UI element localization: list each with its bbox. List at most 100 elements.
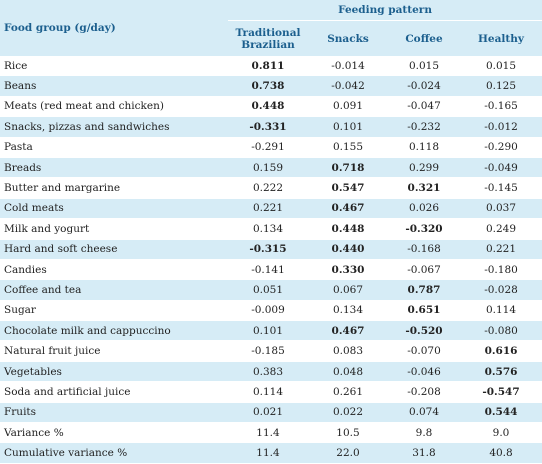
table-row: Pasta -0.291 0.155 0.118 -0.290 xyxy=(0,137,542,158)
row-label: Coffee and tea xyxy=(0,279,228,301)
table-row: Fruits 0.021 0.022 0.074 0.544 xyxy=(0,402,542,424)
row-label: Candies xyxy=(0,259,228,281)
row-label: Breads xyxy=(0,157,228,179)
row-label: Cold meats xyxy=(0,198,228,220)
table-row: Soda and artificial juice 0.114 0.261 -0.20… xyxy=(0,381,542,403)
table-row: Candies -0.141 0.330 -0.067 -0.180 xyxy=(0,259,542,281)
loading-cell: 0.021 xyxy=(228,402,308,424)
table-row: Vegetables 0.383 0.048 -0.046 0.576 xyxy=(0,361,542,383)
table-row: Chocolate milk and cappuccino 0.101 0.467-… xyxy=(0,320,542,342)
loading-cell: -0.180 xyxy=(460,259,542,281)
loading-cell: 0.718 xyxy=(308,157,388,179)
column-header-traditional-brazilian: Traditional Brazilian xyxy=(228,20,308,56)
loading-cell: 0.448 xyxy=(228,96,308,118)
loading-cell: 0.125 xyxy=(460,75,542,97)
row-label: Beans xyxy=(0,75,228,97)
loading-cell: -0.046 xyxy=(388,361,460,383)
loading-cell: -0.067 xyxy=(388,259,460,281)
row-label: Variance % xyxy=(0,422,228,444)
loading-cell: 0.067 xyxy=(308,279,388,301)
loading-cell: 0.114 xyxy=(228,381,308,403)
table-row: Meats (red meat and chicken) 0.448 0.091 -0… xyxy=(0,96,542,118)
header-row-columns: Traditional Brazilian Snacks Coffee Heal… xyxy=(0,20,542,56)
table-row: Breads 0.159 0.718 0.299 -0.049 xyxy=(0,157,542,179)
food-group-header: Food group (g/day) xyxy=(0,0,228,56)
loading-cell: 11.4 xyxy=(228,442,308,464)
loading-cell: 0.222 xyxy=(228,177,308,199)
loading-cell: 0.155 xyxy=(308,137,388,158)
loading-cell: 0.467 xyxy=(308,320,388,342)
loading-cell: -0.047 xyxy=(388,96,460,118)
row-label: Vegetables xyxy=(0,361,228,383)
loading-cell: 0.134 xyxy=(228,218,308,240)
feeding-pattern-header: Feeding pattern xyxy=(228,0,542,21)
loading-cell: 0.114 xyxy=(460,300,542,322)
column-header-line: Brazilian xyxy=(241,38,295,51)
loading-cell: 0.249 xyxy=(460,218,542,240)
loading-cell: 0.330 xyxy=(308,259,388,281)
loading-cell: 0.015 xyxy=(388,56,460,77)
column-header-snacks: Snacks xyxy=(308,20,388,56)
column-header-coffee: Coffee xyxy=(388,20,460,56)
loading-cell: 0.022 xyxy=(308,402,388,424)
loading-cell: 0.083 xyxy=(308,340,388,362)
loading-cell: -0.520 xyxy=(388,320,460,342)
loading-cell: 0.261 xyxy=(308,381,388,403)
loading-cell: 0.383 xyxy=(228,361,308,383)
loading-cell: 9.8 xyxy=(388,422,460,444)
row-label: Meats (red meat and chicken) xyxy=(0,96,228,118)
loading-cell: -0.024 xyxy=(388,75,460,97)
loading-cell: -0.028 xyxy=(460,279,542,301)
table-row: Milk and yogurt 0.134 0.448 -0.320 0.249 xyxy=(0,218,542,240)
loading-cell: 31.8 xyxy=(388,442,460,464)
loading-cell: -0.014 xyxy=(308,56,388,77)
row-label: Cumulative variance % xyxy=(0,442,228,464)
table-row: Sugar -0.009 0.134 0.651 0.114 xyxy=(0,300,542,322)
loading-cell: -0.012 xyxy=(460,116,542,138)
loading-cell: -0.080 xyxy=(460,320,542,342)
loading-cell: -0.232 xyxy=(388,116,460,138)
row-label: Hard and soft cheese xyxy=(0,239,228,260)
table-row: Snacks, pizzas and sandwiches -0.331 0.101… xyxy=(0,116,542,138)
loading-cell: 0.101 xyxy=(308,116,388,138)
loading-cell: 0.467 xyxy=(308,198,388,220)
loading-cell: 0.787 xyxy=(388,279,460,301)
loading-cell: 0.811 xyxy=(228,56,308,77)
loading-cell: -0.208 xyxy=(388,381,460,403)
loading-cell: 0.091 xyxy=(308,96,388,118)
table-row: Coffee and tea 0.051 0.067 0.787 -0.028 xyxy=(0,279,542,301)
loading-cell: 0.026 xyxy=(388,198,460,220)
row-label: Butter and margarine xyxy=(0,177,228,199)
loading-cell: -0.331 xyxy=(228,116,308,138)
loading-cell: -0.145 xyxy=(460,177,542,199)
loading-cell: 0.074 xyxy=(388,402,460,424)
loading-cell: -0.320 xyxy=(388,218,460,240)
loading-cell: 0.051 xyxy=(228,279,308,301)
loading-cell: -0.547 xyxy=(460,381,542,403)
loading-cell: -0.009 xyxy=(228,300,308,322)
loading-cell: 0.037 xyxy=(460,198,542,220)
table-row: Cumulative variance % 11.4 22.0 31.8 40.8 xyxy=(0,442,542,464)
row-label: Fruits xyxy=(0,402,228,424)
loading-cell: 0.048 xyxy=(308,361,388,383)
loading-cell: -0.168 xyxy=(388,239,460,260)
loading-cell: -0.185 xyxy=(228,340,308,362)
loading-cell: -0.291 xyxy=(228,137,308,158)
loading-cell: 0.134 xyxy=(308,300,388,322)
loading-cell: 10.5 xyxy=(308,422,388,444)
table-row: Beans 0.738 -0.042 -0.024 0.125 xyxy=(0,75,542,97)
loading-cell: 0.448 xyxy=(308,218,388,240)
table-row: Natural fruit juice -0.185 0.083 -0.070 0.61… xyxy=(0,340,542,362)
loading-cell: 0.544 xyxy=(460,402,542,424)
loading-cell: 0.738 xyxy=(228,75,308,97)
loading-cell: 0.440 xyxy=(308,239,388,260)
loading-cell: 0.159 xyxy=(228,157,308,179)
row-label: Snacks, pizzas and sandwiches xyxy=(0,116,228,138)
column-header-line: Traditional xyxy=(235,26,301,39)
table-row: Rice 0.811 -0.014 0.015 0.015 xyxy=(0,56,542,77)
table-body: Rice 0.811 -0.014 0.015 0.015 Beans 0.738 -0.04… xyxy=(0,56,542,464)
loading-cell: 0.616 xyxy=(460,340,542,362)
loading-cell: 9.0 xyxy=(460,422,542,444)
